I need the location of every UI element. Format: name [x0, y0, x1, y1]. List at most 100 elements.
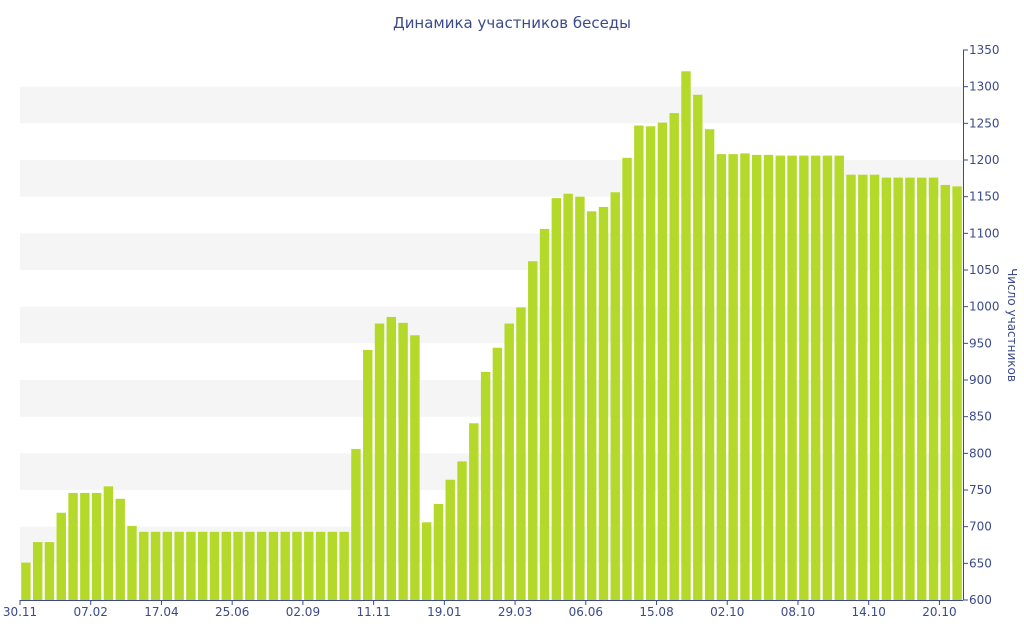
bar [657, 122, 668, 600]
y-tick-label: 1350 [969, 43, 1000, 57]
bar [728, 154, 738, 600]
y-tick-label: 800 [969, 446, 992, 460]
bar [763, 154, 774, 600]
grid-band [20, 526, 963, 564]
bar [858, 174, 868, 601]
y-tick-label: 1150 [969, 190, 1000, 204]
bar [327, 531, 338, 600]
x-tick-label: 17.04 [144, 605, 178, 619]
bar [363, 349, 373, 600]
bar [469, 423, 479, 600]
bar [174, 531, 184, 600]
bar [528, 261, 538, 600]
x-tick-label: 14.10 [852, 605, 886, 619]
grid-band [20, 86, 963, 124]
grid-band [20, 453, 963, 490]
bar [810, 155, 821, 600]
bars [21, 71, 962, 601]
bar [162, 531, 173, 600]
bar [32, 542, 43, 600]
y-tick-label: 1050 [969, 263, 1000, 277]
y-tick-label: 950 [969, 336, 992, 350]
bar [905, 177, 915, 600]
bar [645, 126, 656, 601]
bar [598, 206, 609, 600]
bar [421, 522, 432, 600]
bar [351, 448, 361, 600]
x-tick-label: 11.11 [356, 605, 390, 619]
y-axis-ticks: 600 650 700 750 800 850 900 950 1000 1050 1100 1150… [963, 43, 1000, 607]
bar [374, 323, 385, 600]
bar [799, 155, 809, 600]
bar [56, 512, 66, 600]
grid-bands [20, 86, 963, 564]
bar [245, 531, 255, 600]
bar [869, 174, 880, 601]
bar [256, 531, 267, 600]
bar [115, 498, 125, 600]
bar [21, 562, 31, 600]
bar [44, 542, 55, 600]
bar [80, 492, 90, 600]
x-tick-label: 08.10 [781, 605, 815, 619]
bar [893, 177, 903, 600]
bar [704, 129, 715, 600]
bar [822, 155, 833, 600]
x-tick-label: 07.02 [74, 605, 108, 619]
bar [339, 531, 349, 600]
grid-band [20, 380, 963, 417]
y-tick-label: 850 [969, 410, 992, 424]
bar [881, 177, 892, 600]
bar [539, 228, 550, 600]
chart-title: Динамика участников беседы [393, 14, 631, 32]
bar [740, 153, 750, 600]
bar [669, 113, 679, 600]
x-tick-label: 15.08 [639, 605, 673, 619]
y-tick-label: 900 [969, 373, 992, 387]
bar [139, 531, 149, 600]
bar [492, 347, 503, 600]
bar [268, 531, 279, 600]
bar [233, 531, 243, 600]
x-axis-ticks: 30.11 07.02 17.04 25.06 02.09 11.11 19.01 29.03… [3, 600, 957, 619]
y-tick-label: 600 [969, 593, 992, 607]
bar [315, 531, 326, 600]
bar [386, 316, 397, 600]
grid-band [20, 160, 963, 197]
y-tick-label: 1300 [969, 80, 1000, 94]
x-tick-label: 20.10 [922, 605, 956, 619]
grid-band [20, 233, 963, 270]
bar [186, 531, 196, 600]
bar [634, 125, 644, 600]
bar [103, 486, 114, 600]
bar [292, 531, 302, 600]
x-tick-label: 19.01 [427, 605, 461, 619]
bar [304, 531, 314, 600]
bar [551, 198, 562, 600]
bar [516, 307, 526, 600]
bar [586, 211, 597, 600]
bar [221, 531, 231, 600]
bar [209, 531, 220, 600]
bar [575, 196, 585, 601]
x-tick-label: 30.11 [3, 605, 37, 619]
x-tick-label: 29.03 [498, 605, 532, 619]
bar [150, 531, 161, 600]
bar [716, 154, 727, 600]
bar [693, 94, 703, 600]
bar [457, 461, 467, 600]
bar [410, 335, 420, 600]
bar [91, 492, 102, 600]
y-axis-label: Число участников [1005, 268, 1019, 382]
x-tick-label: 06.06 [569, 605, 603, 619]
y-tick-label: 1200 [969, 153, 1000, 167]
bar [622, 157, 632, 601]
bar [834, 155, 844, 600]
x-tick-label: 02.09 [286, 605, 320, 619]
bar [846, 174, 856, 601]
bar [775, 155, 786, 600]
y-tick-label: 650 [969, 556, 992, 570]
x-tick-label: 25.06 [215, 605, 249, 619]
bar [563, 193, 573, 601]
